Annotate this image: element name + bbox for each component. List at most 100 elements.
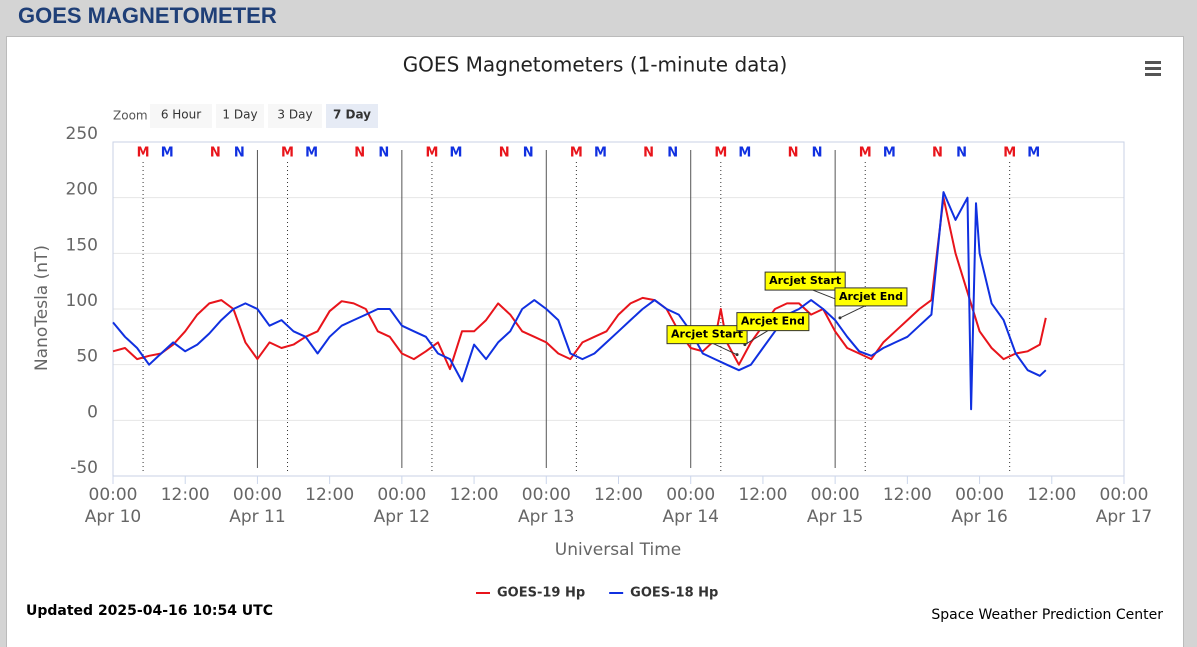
annotation: Arcjet End	[736, 312, 810, 332]
series-line	[112, 191, 1047, 411]
legend-item[interactable]: GOES-18 Hp	[609, 586, 718, 601]
x-tick-label: 12:00	[594, 485, 643, 505]
header-bar	[0, 0, 1197, 36]
zoom-button[interactable]: 3 Day	[268, 104, 322, 128]
zoom-button-bg	[326, 104, 378, 128]
marker-label: N	[210, 146, 221, 161]
marker-label: N	[788, 146, 799, 161]
annotation-label: Arcjet End	[741, 315, 805, 328]
annotation: Arcjet End	[834, 287, 908, 307]
x-tick-label: 00:00	[89, 485, 138, 505]
annotation: Arcjet Start	[666, 325, 748, 345]
marker-label: M	[570, 146, 583, 161]
x-date-label: Apr 14	[662, 507, 718, 527]
series-line	[112, 196, 1047, 371]
x-tick-label: 12:00	[450, 485, 499, 505]
y-tick-label: -50	[70, 458, 98, 478]
marker-label: N	[932, 146, 943, 161]
x-date-label: Apr 17	[1096, 507, 1152, 527]
zoom-button-bg	[268, 104, 322, 128]
x-date-label: Apr 12	[374, 507, 430, 527]
annotation: Arcjet Start	[764, 271, 846, 291]
marker-label: M	[594, 146, 607, 161]
annotation-box	[666, 325, 748, 345]
annotation-point	[838, 316, 842, 320]
x-tick-label: 00:00	[811, 485, 860, 505]
credits: Space Weather Prediction Center	[931, 607, 1163, 623]
marker-label: N	[812, 146, 823, 161]
legend-item[interactable]: GOES-19 Hp	[476, 586, 585, 601]
marker-label: M	[714, 146, 727, 161]
annotation-box	[736, 312, 810, 332]
zoom-button-bg	[216, 104, 264, 128]
marker-label: N	[499, 146, 510, 161]
x-tick-label: 12:00	[1027, 485, 1076, 505]
chart-title: GOES Magnetometers (1-minute data)	[403, 53, 788, 77]
y-tick-label: 50	[76, 347, 98, 367]
zoom-button[interactable]: 7 Day	[326, 104, 378, 128]
annotation-point	[743, 343, 747, 347]
y-tick-label: 150	[66, 235, 98, 255]
marker-label: M	[883, 146, 896, 161]
marker-label: M	[450, 146, 463, 161]
x-date-label: Apr 15	[807, 507, 863, 527]
marker-label: M	[1027, 146, 1040, 161]
y-tick-label: 200	[66, 180, 98, 200]
x-tick-label: 00:00	[1100, 485, 1149, 505]
header-title: GOES MAGNETOMETER	[18, 3, 277, 28]
zoom-button-bg	[150, 104, 212, 128]
x-tick-label: 12:00	[305, 485, 354, 505]
y-tick-label: 0	[87, 402, 98, 422]
marker-label: M	[425, 146, 438, 161]
marker-label: M	[281, 146, 294, 161]
updated-text: Updated 2025-04-16 10:54 UTC	[26, 603, 273, 619]
marker-label: M	[137, 146, 150, 161]
marker-label: M	[1003, 146, 1016, 161]
x-tick-label: 00:00	[233, 485, 282, 505]
x-tick-label: 00:00	[522, 485, 571, 505]
marker-label: M	[305, 146, 318, 161]
menu-bar	[1145, 61, 1161, 64]
marker-label: M	[161, 146, 174, 161]
x-date-label: Apr 10	[85, 507, 141, 527]
y-tick-label: 250	[66, 124, 98, 144]
marker-label: N	[378, 146, 389, 161]
x-tick-label: 00:00	[955, 485, 1004, 505]
y-axis-title: NanoTesla (nT)	[32, 245, 52, 371]
x-date-label: Apr 16	[951, 507, 1007, 527]
x-tick-label: 00:00	[666, 485, 715, 505]
annotation-point	[735, 353, 739, 357]
marker-label: N	[643, 146, 654, 161]
marker-label: M	[859, 146, 872, 161]
x-axis-title: Universal Time	[555, 540, 681, 560]
marker-label: N	[523, 146, 534, 161]
zoom-button-label: 1 Day	[222, 108, 257, 122]
zoom-button[interactable]: 6 Hour	[150, 104, 212, 128]
x-tick-label: 12:00	[883, 485, 932, 505]
marker-label: N	[234, 146, 245, 161]
zoom-label: Zoom	[113, 109, 148, 123]
annotation-label: Arcjet Start	[769, 274, 841, 287]
annotation-label: Arcjet Start	[671, 328, 743, 341]
annotation-box	[834, 287, 908, 307]
zoom-button[interactable]: 1 Day	[216, 104, 264, 128]
legend-label: GOES-19 Hp	[497, 586, 585, 601]
menu-button[interactable]	[1145, 61, 1161, 76]
annotation-label: Arcjet End	[839, 290, 903, 303]
zoom-button-label: 7 Day	[333, 108, 371, 122]
menu-bar	[1145, 67, 1161, 70]
x-date-label: Apr 11	[229, 507, 285, 527]
y-tick-label: 100	[66, 291, 98, 311]
zoom-button-label: 3 Day	[277, 108, 312, 122]
marker-label: N	[667, 146, 678, 161]
menu-bar	[1145, 73, 1161, 76]
zoom-button-label: 6 Hour	[161, 108, 201, 122]
x-date-label: Apr 13	[518, 507, 574, 527]
x-tick-label: 12:00	[161, 485, 210, 505]
annotation-box	[764, 271, 846, 291]
marker-label: M	[738, 146, 751, 161]
legend-label: GOES-18 Hp	[630, 586, 718, 601]
marker-label: N	[956, 146, 967, 161]
